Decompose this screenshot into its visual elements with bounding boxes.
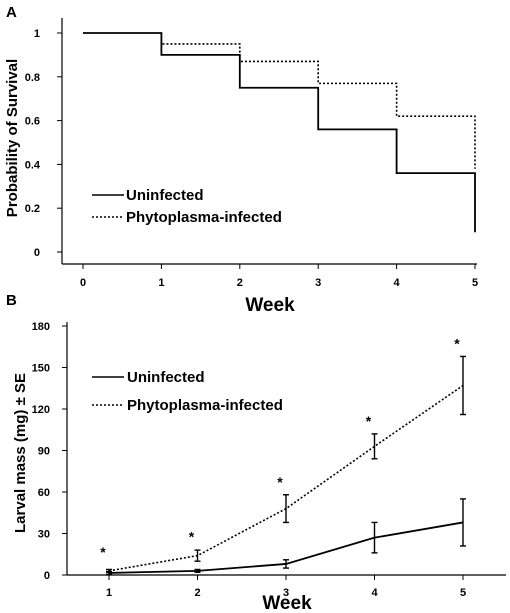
panel-a-series-line-0 bbox=[83, 32, 476, 233]
panel-a-y-tick-label: 0.4 bbox=[25, 159, 41, 171]
panel-b-significance-star: * bbox=[366, 413, 372, 429]
panel-a-series-line-1 bbox=[160, 33, 476, 169]
panel-b-y-tick-label: 30 bbox=[38, 529, 50, 541]
panel-a-survival-chart: A Probability of Survival Week 0 0.2 0.4 0.… bbox=[4, 4, 478, 316]
panel-a-x-tick-label: 0 bbox=[80, 277, 86, 289]
panel-a-x-tick-label: 5 bbox=[472, 277, 478, 289]
panel-a-x-tick-label: 2 bbox=[237, 277, 243, 289]
panel-b-x-tick-label: 4 bbox=[371, 587, 378, 599]
panel-a-y-tick-label: 1 bbox=[34, 28, 40, 40]
panel-b-legend-label-1: Phytoplasma-infected bbox=[127, 397, 283, 414]
panel-b-y-tick-label: 120 bbox=[32, 404, 50, 416]
panel-b-x-tick-label: 5 bbox=[460, 587, 466, 599]
panel-b-y-tick-label: 180 bbox=[32, 321, 50, 333]
panel-b-legend-label-0: Uninfected bbox=[127, 369, 205, 386]
panel-b-larval-mass-chart: B Larval mass (mg) ± SE Week 0 30 60 90 120 1… bbox=[6, 292, 506, 613]
panel-b-significance-star: * bbox=[189, 529, 195, 545]
panel-a-x-axis-title: Week bbox=[245, 295, 295, 316]
panel-b-y-axis-title: Larval mass (mg) ± SE bbox=[12, 373, 29, 533]
panel-b-x-tick-label: 2 bbox=[194, 587, 200, 599]
panel-b-letter: B bbox=[6, 292, 17, 309]
panel-a-x-tick-label: 4 bbox=[394, 277, 401, 289]
panel-a-y-tick-label: 0.2 bbox=[25, 203, 40, 215]
panel-b-y-tick-label: 60 bbox=[38, 487, 50, 499]
panel-a-legend-label-1: Phytoplasma-infected bbox=[126, 209, 282, 226]
panel-a-x-tick-label: 1 bbox=[158, 277, 164, 289]
panel-a-y-tick-label: 0 bbox=[34, 247, 40, 259]
panel-a-y-axis-title: Probability of Survival bbox=[4, 59, 21, 217]
panel-b-x-axis-title: Week bbox=[262, 593, 312, 613]
panel-a-letter: A bbox=[6, 4, 17, 21]
panel-b-significance-star: * bbox=[277, 474, 283, 490]
panel-b-y-tick-label: 150 bbox=[32, 363, 50, 375]
panel-b-x-tick-label: 1 bbox=[106, 587, 112, 599]
panel-a-legend-label-0: Uninfected bbox=[126, 187, 204, 204]
panel-b-significance-star: * bbox=[454, 335, 460, 351]
panel-a-y-tick-label: 0.8 bbox=[25, 72, 40, 84]
panel-b-x-tick-label: 3 bbox=[283, 587, 289, 599]
panel-b-y-tick-label: 90 bbox=[38, 446, 50, 458]
panel-b-significance-star: * bbox=[100, 544, 106, 560]
panel-a-x-tick-label: 3 bbox=[315, 277, 321, 289]
panel-b-y-tick-label: 0 bbox=[44, 570, 50, 582]
panel-a-y-tick-label: 0.6 bbox=[25, 116, 40, 128]
